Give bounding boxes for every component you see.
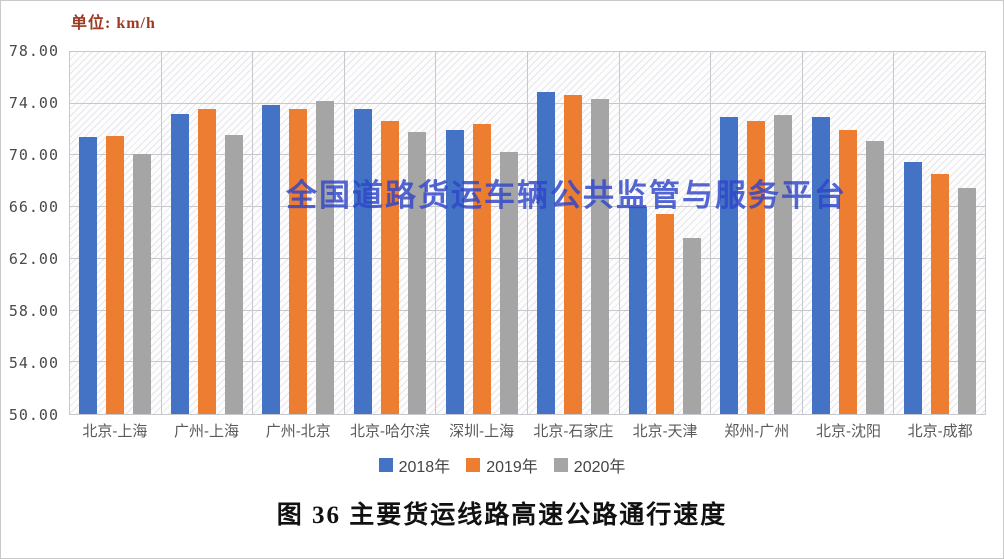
bar-2019年-深圳-上海 <box>472 124 491 414</box>
bar-groups <box>70 52 985 414</box>
y-tick-label: 62.00 <box>8 250 59 268</box>
unit-label: 单位: km/h <box>71 15 156 32</box>
bar-2020年-北京-石家庄 <box>591 98 610 414</box>
bar-group-北京-哈尔滨 <box>345 52 437 414</box>
bar-2018年-广州-上海 <box>170 114 189 414</box>
bar-2019年-郑州-广州 <box>747 120 766 414</box>
bar-group-北京-成都 <box>894 52 985 414</box>
x-tick-label: 北京-石家庄 <box>533 423 614 440</box>
y-tick-label: 54.00 <box>8 354 59 372</box>
legend-item-2018年: 2018年 <box>378 453 451 477</box>
bar-group-广州-上海 <box>162 52 254 414</box>
bar-2019年-北京-哈尔滨 <box>381 120 400 414</box>
bar-2020年-北京-上海 <box>133 154 152 414</box>
legend-label: 2020年 <box>573 459 626 476</box>
bar-2020年-北京-成都 <box>957 187 976 414</box>
bar-group-北京-天津 <box>620 52 712 414</box>
chart-caption: 图 36 主要货运线路高速公路通行速度 <box>276 502 728 529</box>
x-tick-label: 北京-上海 <box>82 423 148 440</box>
legend-swatch <box>466 458 481 472</box>
bar-2020年-广州-北京 <box>316 101 335 414</box>
bar-2020年-郑州-广州 <box>774 115 793 414</box>
bar-group-北京-石家庄 <box>528 52 620 414</box>
x-tick-label: 广州-上海 <box>174 423 240 440</box>
plot-area: 全国道路货运车辆公共监管与服务平台 <box>69 51 986 415</box>
y-tick-label: 78.00 <box>8 42 59 60</box>
x-axis: 北京-上海 广州-上海 广州-北京 北京-哈尔滨 深圳-上海 北京-石家庄 北京-天津 郑州-… <box>69 420 986 441</box>
bar-group-北京-上海 <box>70 52 162 414</box>
bar-2020年-广州-上海 <box>224 134 243 414</box>
y-tick-label: 74.00 <box>8 94 59 112</box>
y-tick-label: 66.00 <box>8 198 59 216</box>
bar-2018年-北京-上海 <box>79 137 98 414</box>
bar-2018年-深圳-上海 <box>445 129 464 414</box>
x-tick-label: 北京-沈阳 <box>815 423 881 440</box>
legend: 2018年 2019年 2020年 <box>1 453 1003 477</box>
x-tick-label: 北京-天津 <box>632 423 698 440</box>
x-tick-label: 北京-哈尔滨 <box>349 423 430 440</box>
bar-2018年-北京-天津 <box>628 207 647 414</box>
x-tick-label: 郑州-广州 <box>724 423 790 440</box>
legend-item-2020年: 2020年 <box>553 453 626 477</box>
legend-label: 2018年 <box>398 459 451 476</box>
legend-swatch <box>553 458 568 472</box>
bar-group-郑州-广州 <box>711 52 803 414</box>
bar-2020年-北京-天津 <box>682 238 701 414</box>
bar-2019年-北京-上海 <box>106 136 125 414</box>
legend-swatch <box>378 458 393 472</box>
y-tick-label: 70.00 <box>8 146 59 164</box>
x-tick-label: 深圳-上海 <box>449 423 515 440</box>
bar-2019年-广州-北京 <box>289 108 308 414</box>
legend-label: 2019年 <box>486 459 538 476</box>
bar-2019年-广州-上海 <box>197 108 216 414</box>
y-axis: 78.00 74.00 70.00 66.00 62.00 58.00 54.00 50.00 <box>1 42 63 424</box>
y-tick-label: 50.00 <box>8 406 59 424</box>
bar-2018年-北京-石家庄 <box>537 92 556 414</box>
bar-2018年-北京-沈阳 <box>812 116 831 414</box>
bar-2019年-北京-石家庄 <box>564 94 583 414</box>
x-tick-label: 广州-北京 <box>265 423 331 440</box>
legend-item-2019年: 2019年 <box>466 453 538 477</box>
bar-2020年-北京-沈阳 <box>866 141 885 414</box>
bar-2019年-北京-成都 <box>930 173 949 414</box>
bar-2018年-广州-北京 <box>262 105 281 414</box>
bar-group-广州-北京 <box>253 52 345 414</box>
bar-group-北京-沈阳 <box>803 52 895 414</box>
bar-2019年-北京-天津 <box>655 213 674 414</box>
bar-2020年-北京-哈尔滨 <box>408 132 427 414</box>
watermark: 全国道路货运车辆公共监管与服务平台 <box>286 178 847 213</box>
bar-2019年-北京-沈阳 <box>839 129 858 414</box>
bar-2018年-郑州-广州 <box>720 116 739 414</box>
x-tick-label: 北京-成都 <box>907 423 973 440</box>
bar-2020年-深圳-上海 <box>499 151 518 414</box>
bar-group-深圳-上海 <box>436 52 528 414</box>
y-tick-label: 58.00 <box>8 302 59 320</box>
bar-2018年-北京-成都 <box>903 161 922 414</box>
bar-2018年-北京-哈尔滨 <box>354 108 373 414</box>
